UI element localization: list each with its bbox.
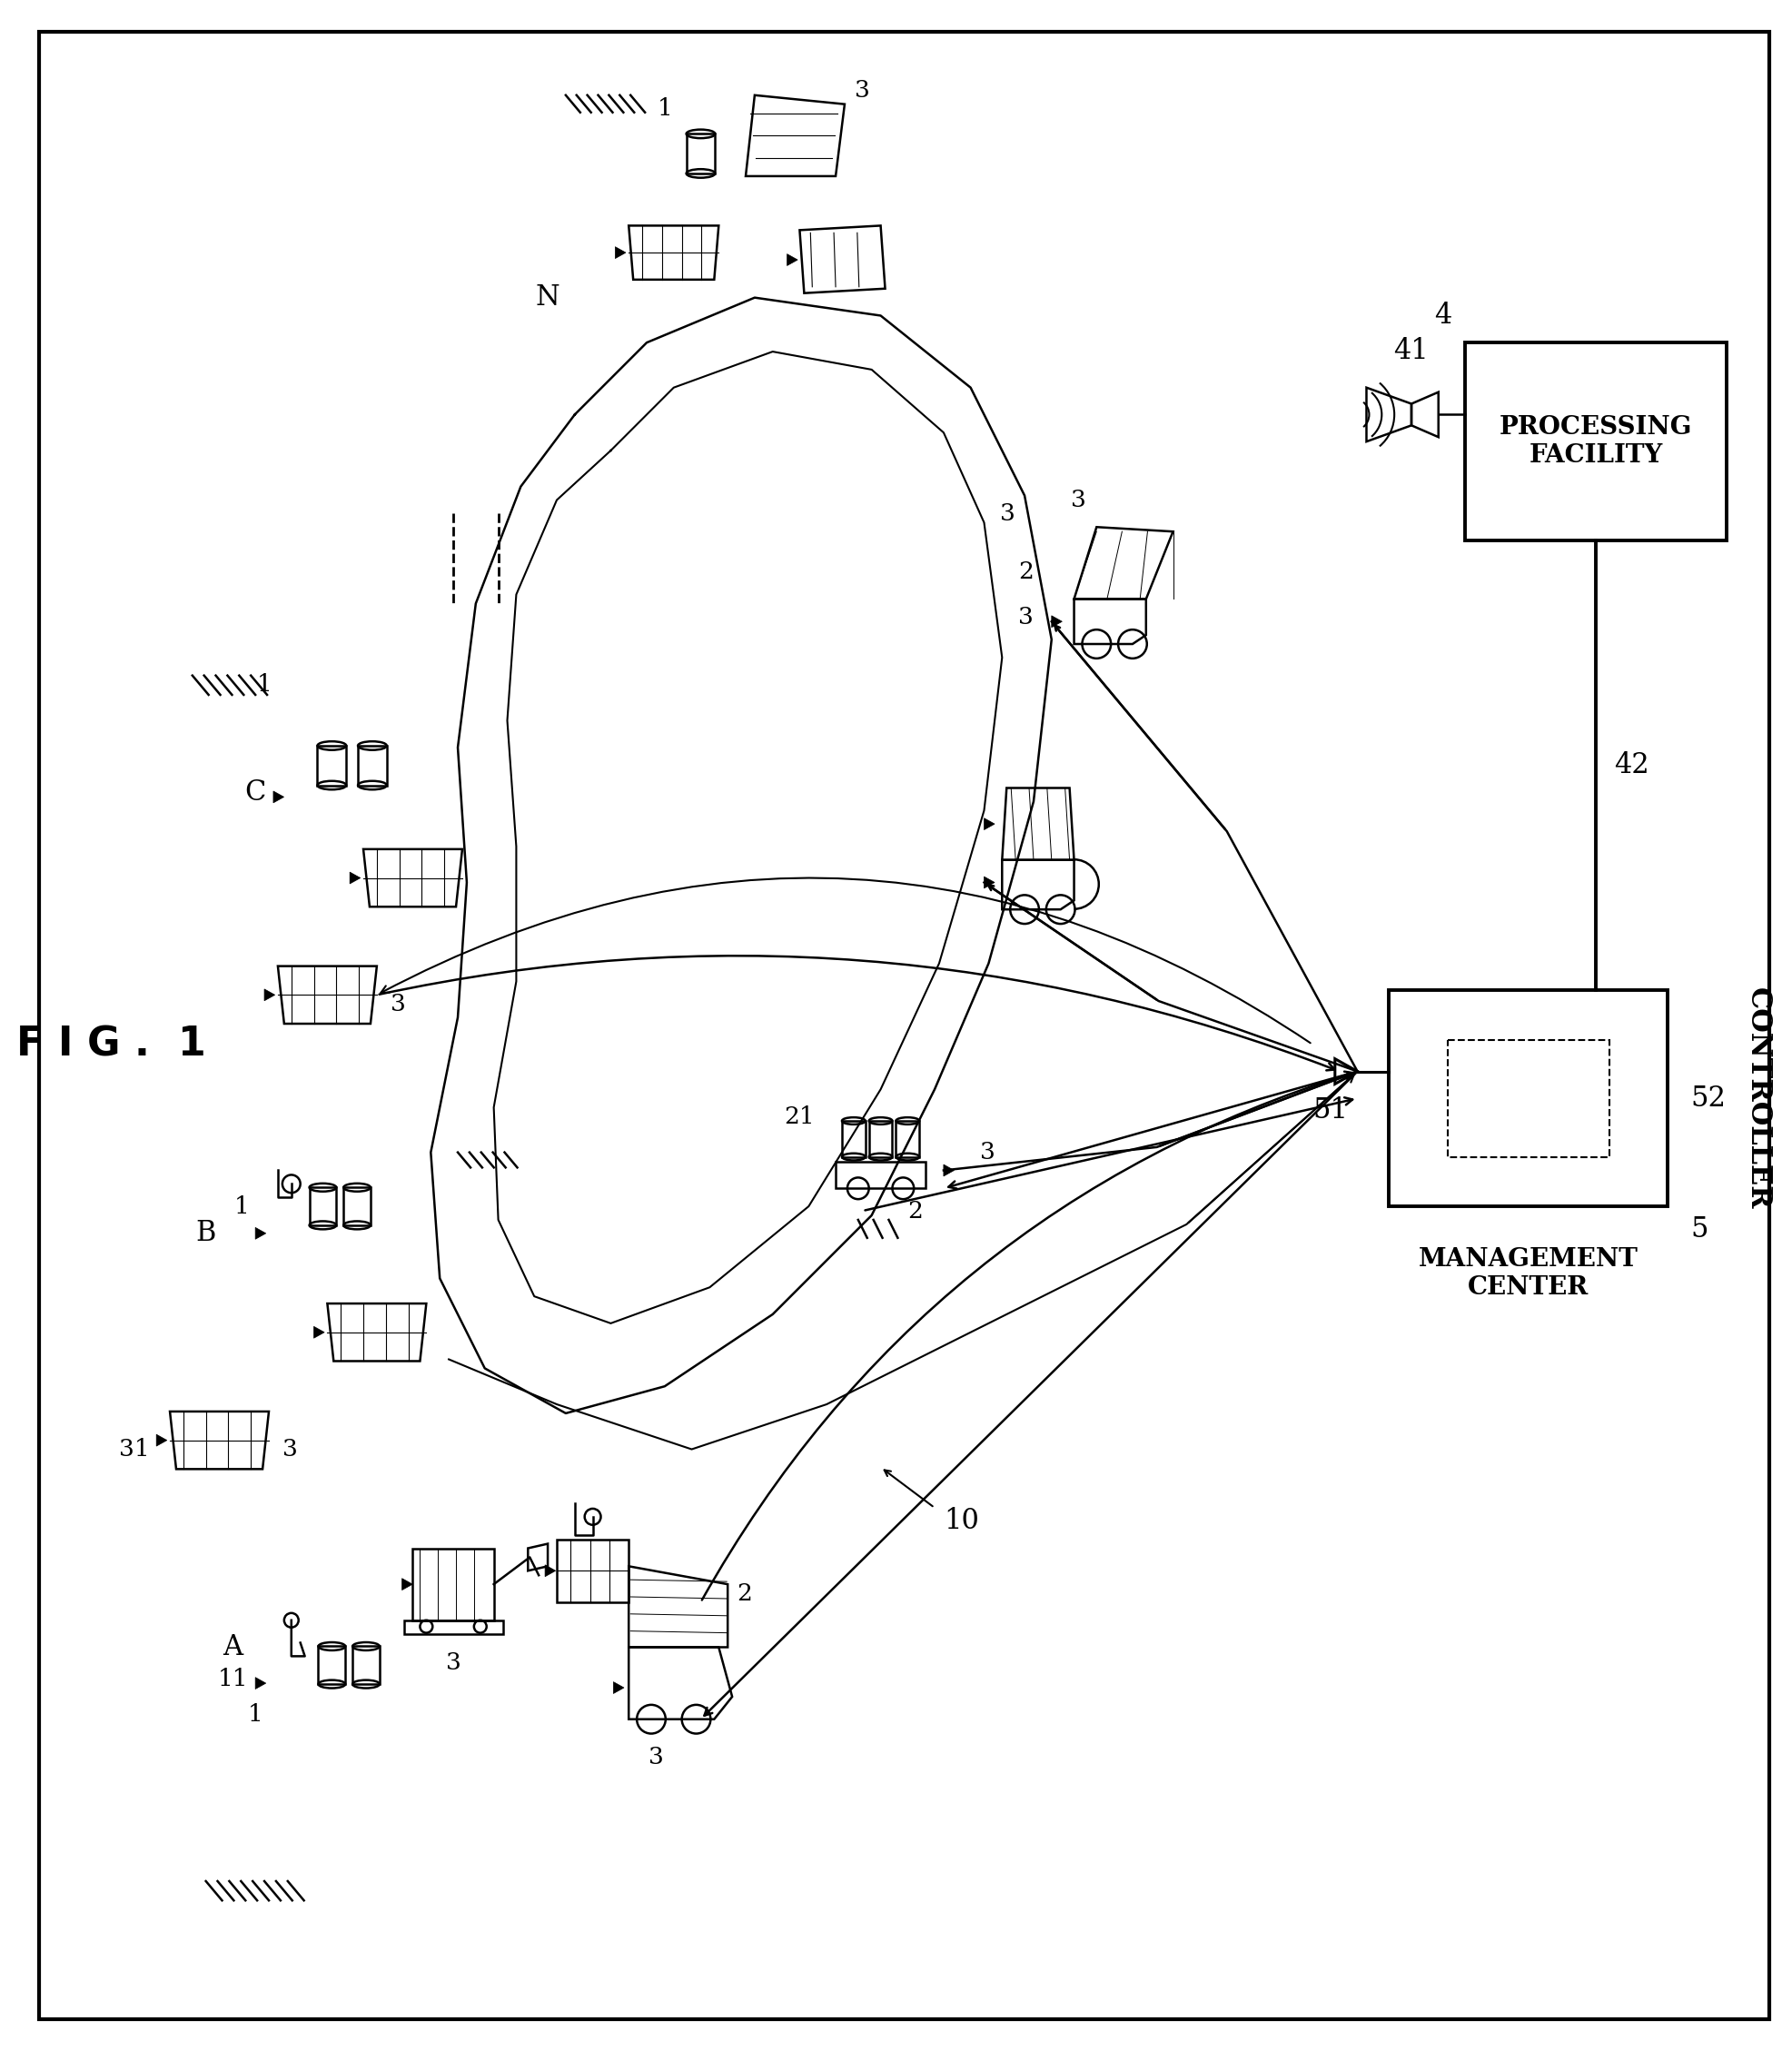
Text: 1: 1 (235, 1196, 249, 1218)
Polygon shape (1052, 615, 1063, 628)
Polygon shape (984, 818, 995, 831)
Text: 1: 1 (256, 673, 272, 695)
Text: CONTROLLER: CONTROLLER (1744, 987, 1772, 1210)
Text: 3: 3 (1018, 605, 1034, 628)
Text: 3: 3 (1000, 502, 1016, 525)
Text: 4: 4 (1434, 301, 1452, 330)
Polygon shape (613, 1682, 624, 1694)
Polygon shape (787, 254, 797, 267)
Text: 10: 10 (944, 1507, 978, 1536)
Polygon shape (274, 792, 283, 802)
Polygon shape (349, 872, 360, 884)
Text: 1: 1 (658, 96, 672, 121)
Text: 3: 3 (391, 993, 405, 1015)
Text: A: A (222, 1633, 244, 1661)
Bar (317, 747, 346, 786)
Text: 3: 3 (980, 1140, 995, 1163)
Text: 1: 1 (247, 1702, 263, 1727)
Text: 51: 51 (1314, 1097, 1348, 1124)
Text: C: C (246, 779, 265, 806)
Text: 3: 3 (446, 1651, 461, 1674)
Bar (1389, 991, 1668, 1206)
Polygon shape (254, 1678, 265, 1690)
Text: 41: 41 (1394, 336, 1428, 365)
Polygon shape (265, 989, 274, 1001)
Text: 3: 3 (283, 1438, 297, 1460)
Text: 42: 42 (1615, 751, 1649, 779)
Bar (344, 1188, 371, 1224)
Bar (869, 1122, 892, 1157)
Bar (358, 747, 387, 786)
Text: 31: 31 (118, 1438, 149, 1460)
Bar (835, 1161, 926, 1188)
Polygon shape (545, 1565, 556, 1577)
Bar (403, 1620, 504, 1635)
Bar (842, 1122, 866, 1157)
Polygon shape (156, 1434, 167, 1446)
Text: 11: 11 (217, 1667, 247, 1690)
Polygon shape (944, 1165, 953, 1175)
Text: 52: 52 (1690, 1085, 1726, 1112)
Text: PROCESSING
FACILITY: PROCESSING FACILITY (1500, 414, 1692, 468)
Bar (1448, 1040, 1609, 1157)
Bar (896, 1122, 919, 1157)
Bar (319, 1647, 346, 1684)
Text: B: B (195, 1218, 217, 1247)
Text: 3: 3 (1072, 488, 1086, 511)
Text: MANAGEMENT
CENTER: MANAGEMENT CENTER (1419, 1247, 1638, 1300)
Polygon shape (615, 246, 625, 258)
Text: 2: 2 (1018, 560, 1034, 582)
Text: 2: 2 (737, 1581, 753, 1604)
Text: N: N (536, 283, 559, 312)
Bar (686, 133, 715, 174)
Polygon shape (314, 1327, 324, 1337)
Bar (310, 1188, 337, 1224)
Polygon shape (254, 1226, 265, 1239)
Polygon shape (984, 876, 995, 888)
Text: F I G .  1: F I G . 1 (16, 1026, 206, 1064)
Polygon shape (401, 1579, 412, 1590)
Text: 5: 5 (1690, 1216, 1708, 1243)
Bar (1466, 343, 1726, 541)
Text: 3: 3 (649, 1745, 663, 1768)
Bar (353, 1647, 380, 1684)
Text: 21: 21 (785, 1105, 815, 1128)
Text: 3: 3 (855, 80, 871, 103)
Text: 2: 2 (907, 1200, 923, 1222)
